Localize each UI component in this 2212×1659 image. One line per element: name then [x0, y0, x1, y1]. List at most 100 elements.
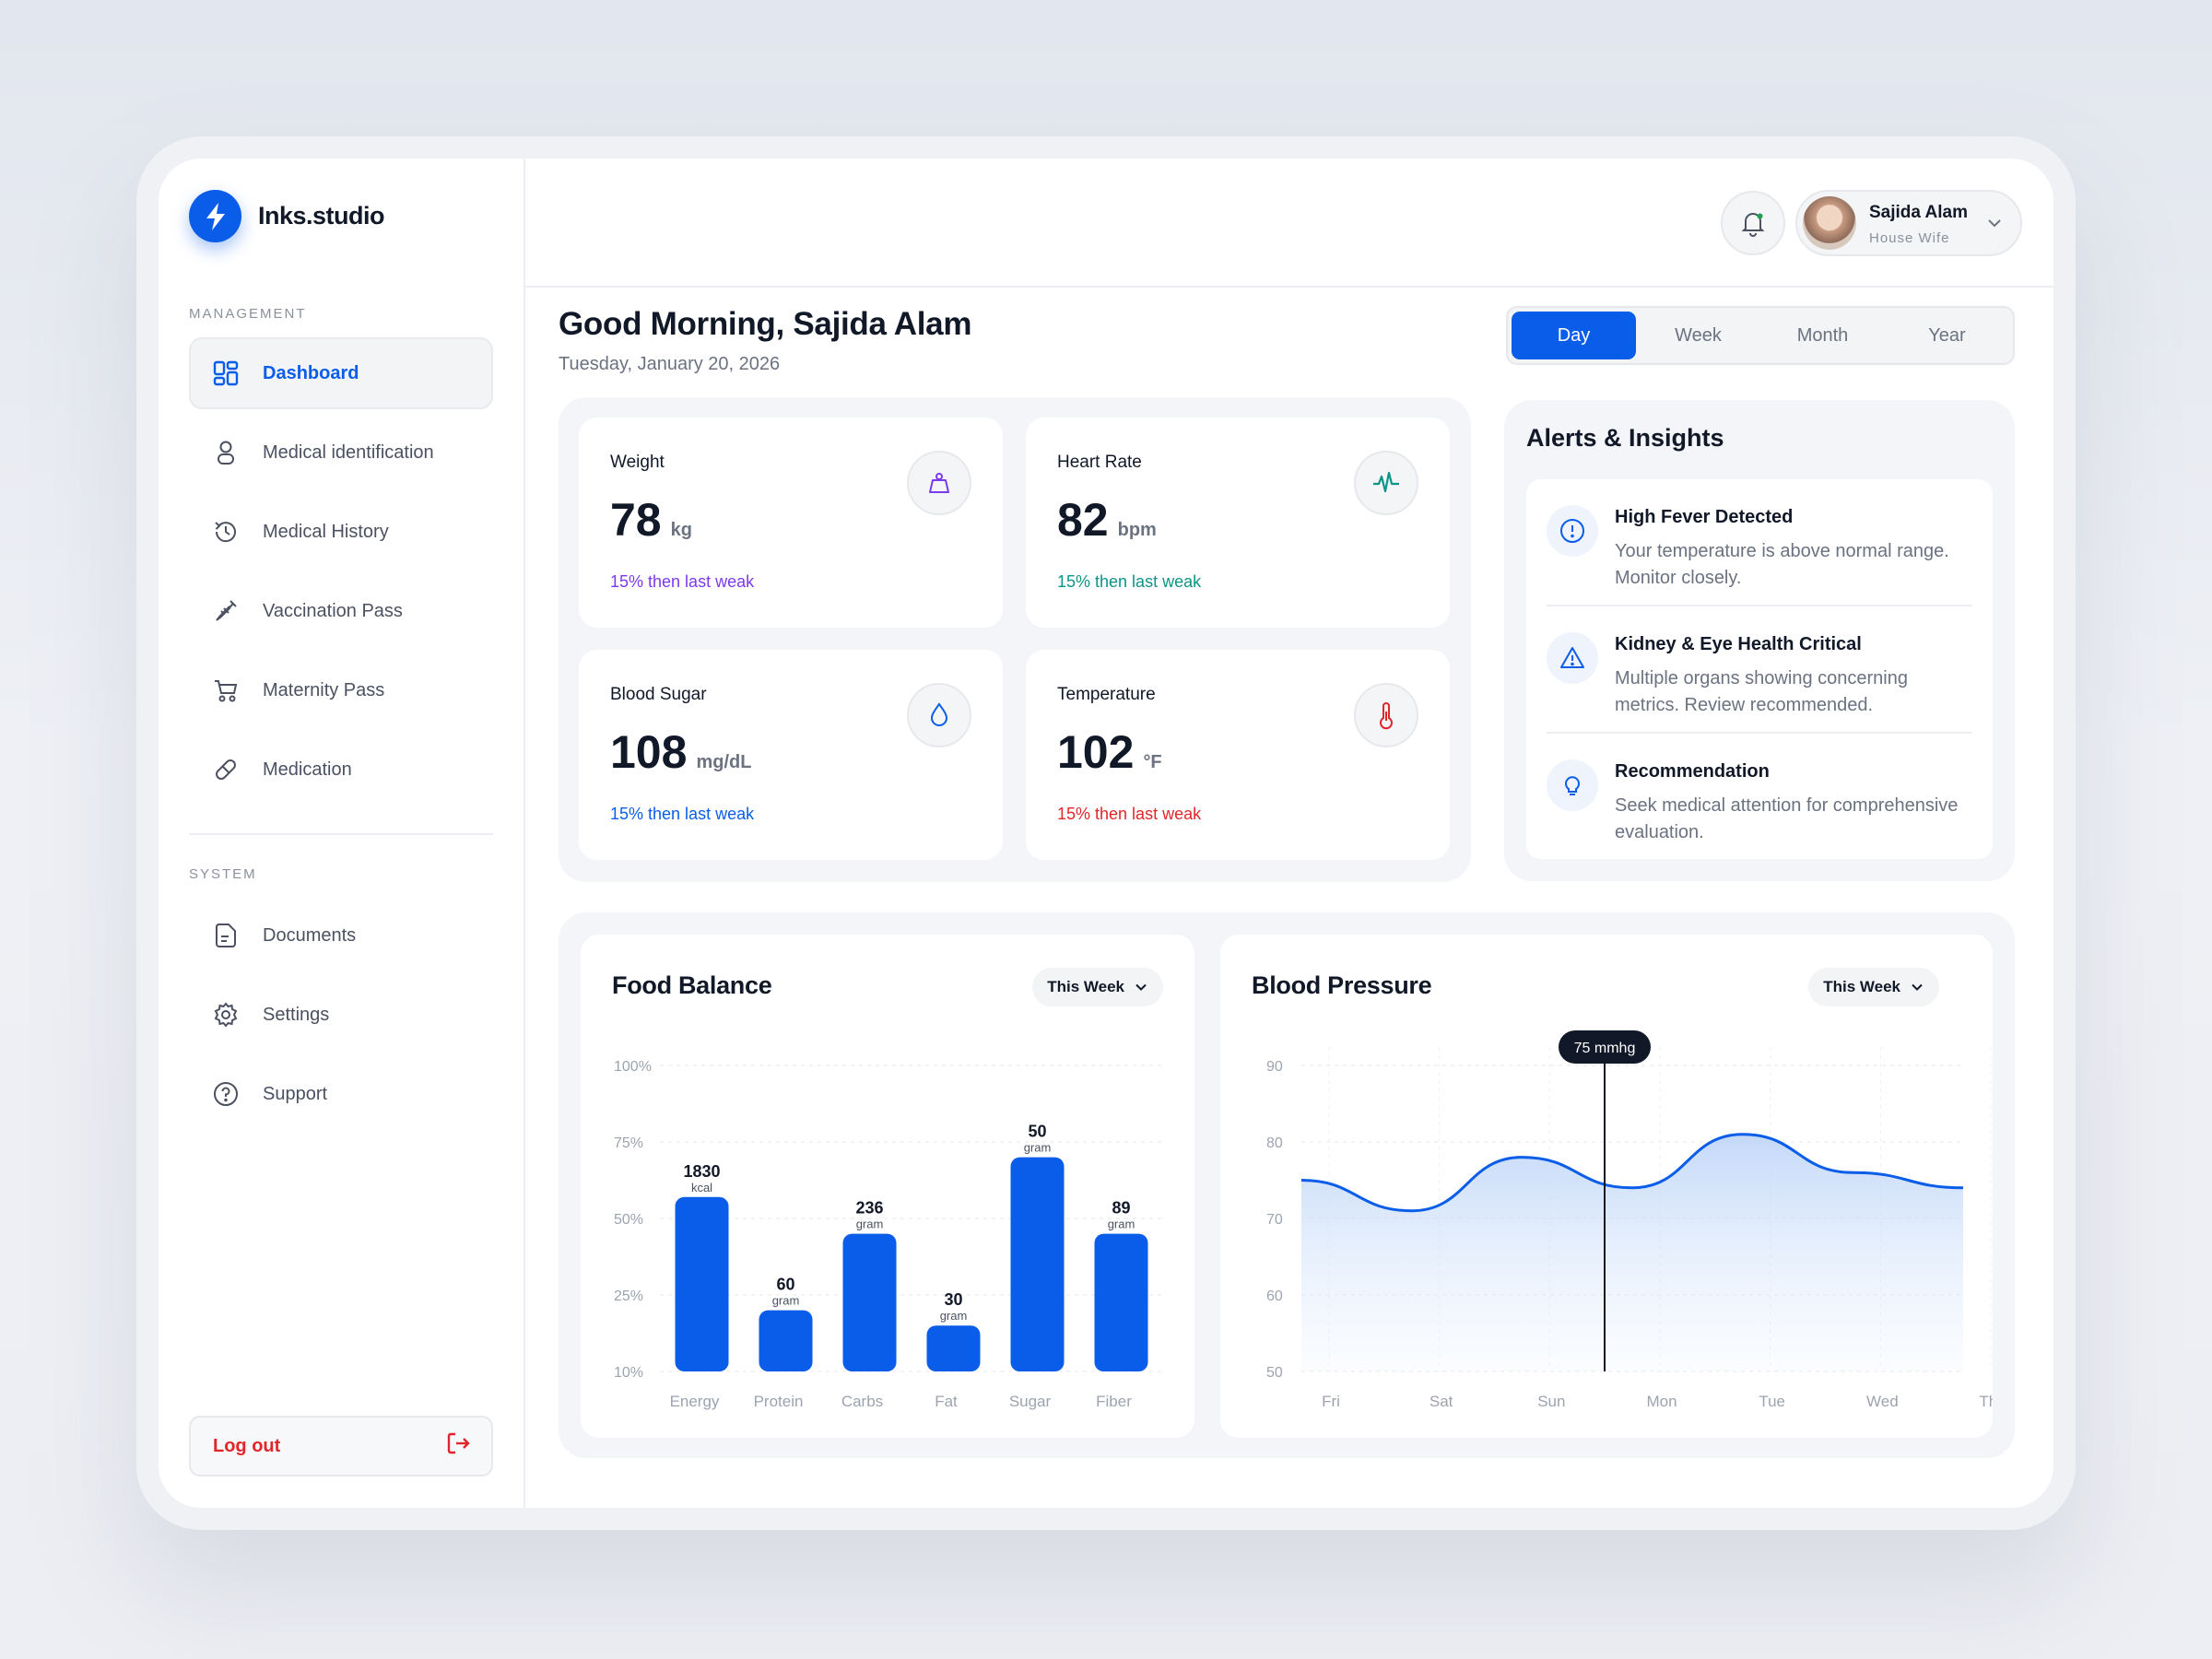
- dashboard-icon: [211, 359, 241, 388]
- sidebar-item-label: Documents: [263, 924, 357, 946]
- x-tick-label: Sat: [1430, 1393, 1453, 1410]
- alert-title: High Fever Detected: [1615, 507, 1794, 527]
- x-tick-label: Thu: [1979, 1393, 1993, 1410]
- user-icon: [211, 438, 241, 467]
- pill-icon: [211, 755, 241, 784]
- syringe-icon: [211, 596, 241, 626]
- bar[interactable]: [926, 1325, 981, 1371]
- document-icon: [211, 921, 241, 950]
- food-balance-title: Food Balance: [612, 971, 772, 999]
- charts-panel: Food Balance This Week 100% 75% 50% 25% 10% 1…: [559, 912, 2015, 1458]
- food-balance-card: Food Balance This Week 100% 75% 50% 25% 10% 1…: [581, 935, 1194, 1438]
- sidebar-item-label: Settings: [263, 1004, 330, 1025]
- x-tick-label: Mon: [1646, 1393, 1677, 1410]
- sidebar-item-label: Medication: [263, 759, 352, 780]
- bar-value-label: 1830: [683, 1162, 720, 1181]
- alert-divider: [1547, 605, 1972, 606]
- sidebar-item-settings[interactable]: Settings: [189, 979, 493, 1051]
- sidebar-item-vaccination-pass[interactable]: Vaccination Pass: [189, 575, 493, 647]
- bar-value-label: 89: [1112, 1199, 1130, 1218]
- lightbulb-icon: [1547, 759, 1598, 811]
- stat-value: 102 °F: [1057, 726, 1162, 778]
- top-bar: Sajida Alam House Wife: [525, 159, 2053, 288]
- history-icon: [211, 517, 241, 547]
- blood-pressure-filter[interactable]: This Week: [1808, 968, 1939, 1006]
- sidebar-item-label: Maternity Pass: [263, 679, 385, 700]
- sidebar-item-medical-history[interactable]: Medical History: [189, 496, 493, 568]
- sidebar-item-documents[interactable]: Documents: [189, 900, 493, 971]
- weight-icon: [907, 451, 971, 515]
- x-tick-label: Fri: [1322, 1393, 1340, 1410]
- sidebar-item-maternity-pass[interactable]: Maternity Pass: [189, 654, 493, 726]
- bar-unit-label: kcal: [691, 1181, 712, 1194]
- stat-label: Weight: [610, 453, 665, 472]
- bar-unit-label: gram: [1108, 1218, 1135, 1231]
- notification-button[interactable]: [1721, 191, 1785, 255]
- stat-card-blood-sugar[interactable]: Blood Sugar 108 mg/dL 15% then last weak: [579, 650, 1003, 860]
- bar-value-label: 30: [944, 1290, 962, 1309]
- thermometer-icon: [1354, 683, 1418, 747]
- chevron-down-icon: [1135, 983, 1147, 991]
- sidebar-item-medical-identification[interactable]: Medical identification: [189, 417, 493, 488]
- y-tick-label: 25%: [614, 1288, 643, 1304]
- app-window: Inks.studio MANAGEMENT Dashboard Medical…: [159, 159, 2053, 1508]
- alerts-list: High Fever Detected Your temperature is …: [1526, 479, 1993, 859]
- alert-description: Seek medical attention for comprehensive…: [1615, 795, 1959, 842]
- logout-icon: [445, 1430, 471, 1462]
- alert-description: Your temperature is above normal range. …: [1615, 541, 1949, 588]
- x-tick-label: Carbs: [841, 1393, 883, 1410]
- management-label: MANAGEMENT: [189, 306, 307, 322]
- pulse-icon: [1354, 451, 1418, 515]
- tab-year[interactable]: Year: [1928, 324, 1966, 346]
- tab-day[interactable]: Day: [1512, 312, 1636, 359]
- stat-value: 82 bpm: [1057, 494, 1157, 546]
- user-menu[interactable]: Sajida Alam House Wife: [1795, 190, 2022, 256]
- y-tick-label: 60: [1266, 1288, 1283, 1304]
- sidebar-divider: [189, 833, 493, 835]
- sidebar-item-medication[interactable]: Medication: [189, 734, 493, 806]
- stat-change: 15% then last weak: [610, 805, 755, 823]
- area-fill: [1301, 1134, 1963, 1371]
- alert-title: Recommendation: [1615, 761, 1770, 782]
- tab-week[interactable]: Week: [1675, 324, 1722, 346]
- x-tick-label: Sun: [1537, 1393, 1565, 1410]
- lightning-icon: [189, 190, 241, 242]
- bar-value-label: 50: [1028, 1123, 1046, 1141]
- series-line[interactable]: [1300, 1133, 1964, 1213]
- stat-value: 108 mg/dL: [610, 726, 752, 778]
- stat-change: 15% then last weak: [1057, 805, 1202, 823]
- tab-month[interactable]: Month: [1796, 324, 1849, 346]
- alert-title: Kidney & Eye Health Critical: [1615, 634, 1862, 654]
- alert-circle-icon: [1547, 505, 1598, 557]
- bar-unit-label: gram: [856, 1218, 884, 1231]
- x-tick-label: Fiber: [1096, 1393, 1132, 1410]
- bar[interactable]: [842, 1233, 897, 1371]
- sidebar-item-dashboard[interactable]: Dashboard: [189, 337, 493, 409]
- stat-card-weight[interactable]: Weight 78 kg 15% then last weak: [579, 418, 1003, 628]
- y-tick-label: 50: [1266, 1365, 1283, 1381]
- y-tick-label: 10%: [614, 1365, 643, 1381]
- tooltip-bubble: [1559, 1030, 1651, 1064]
- stat-card-temperature[interactable]: Temperature 102 °F 15% then last weak: [1026, 650, 1450, 860]
- chevron-down-icon: [1988, 219, 2001, 228]
- alerts-title: Alerts & Insights: [1526, 424, 1724, 452]
- bar[interactable]: [1010, 1157, 1065, 1371]
- stat-card-heart-rate[interactable]: Heart Rate 82 bpm 15% then last weak: [1026, 418, 1450, 628]
- x-tick-label: Energy: [670, 1393, 720, 1410]
- y-tick-label: 80: [1266, 1135, 1283, 1151]
- stat-change: 15% then last weak: [610, 572, 755, 591]
- gear-icon: [211, 1000, 241, 1030]
- tooltip-label: 75 mmhg: [1574, 1041, 1636, 1056]
- sidebar-item-support[interactable]: Support: [189, 1058, 493, 1130]
- alerts-panel: Alerts & Insights High Fever Detected Yo…: [1504, 400, 2015, 881]
- bar[interactable]: [675, 1196, 729, 1371]
- bar[interactable]: [759, 1310, 813, 1371]
- brand-logo[interactable]: Inks.studio: [189, 190, 385, 242]
- bell-icon: [1741, 213, 1765, 237]
- x-tick-label: Sugar: [1009, 1393, 1052, 1410]
- bar[interactable]: [1094, 1233, 1148, 1371]
- food-balance-filter[interactable]: This Week: [1032, 968, 1163, 1006]
- system-label: SYSTEM: [189, 866, 257, 882]
- blood-pressure-title: Blood Pressure: [1252, 971, 1432, 999]
- logout-button[interactable]: Log out: [189, 1416, 493, 1477]
